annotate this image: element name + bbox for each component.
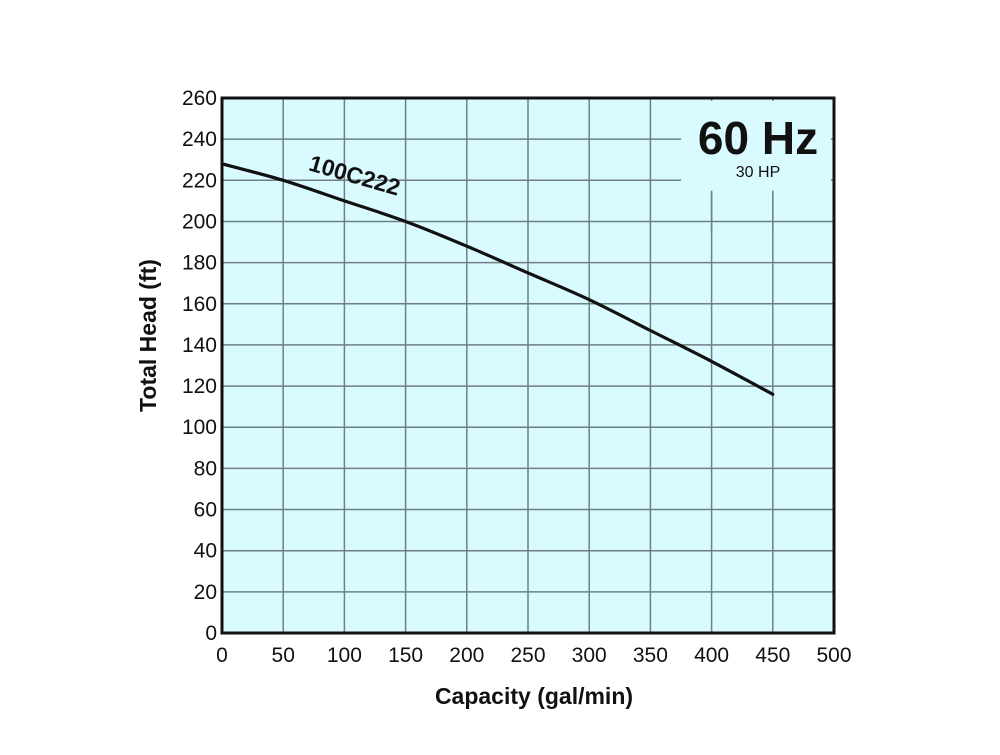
x-tick-label: 500 xyxy=(816,644,851,667)
y-tick-label: 0 xyxy=(205,622,217,645)
x-tick-label: 100 xyxy=(327,644,362,667)
x-tick-label: 450 xyxy=(755,644,790,667)
y-tick-label: 160 xyxy=(182,293,217,316)
x-tick-label: 350 xyxy=(633,644,668,667)
y-tick-label: 120 xyxy=(182,375,217,398)
x-tick-label: 400 xyxy=(694,644,729,667)
x-tick-label: 300 xyxy=(572,644,607,667)
y-tick-label: 20 xyxy=(194,581,217,604)
series-line-100c222 xyxy=(220,162,775,396)
x-axis-label: Capacity (gal/min) xyxy=(435,683,633,709)
chart-subtitle: 30 HP xyxy=(736,164,780,181)
y-tick-label: 140 xyxy=(182,334,217,357)
x-tick-label: 0 xyxy=(216,644,228,667)
x-tick-label: 250 xyxy=(510,644,545,667)
y-tick-label: 220 xyxy=(182,169,217,192)
x-tick-label: 200 xyxy=(449,644,484,667)
y-tick-label: 80 xyxy=(194,457,217,480)
y-tick-label: 60 xyxy=(194,499,217,522)
upper-grid-lines xyxy=(710,190,774,232)
y-tick-label: 200 xyxy=(182,210,217,233)
y-tick-label: 240 xyxy=(182,128,217,151)
chart-title: 60 Hz xyxy=(698,112,818,164)
y-axis-label: Total Head (ft) xyxy=(135,259,161,412)
y-tick-label: 180 xyxy=(182,252,217,275)
y-tick-label: 260 xyxy=(182,87,217,110)
y-tick-label: 40 xyxy=(194,540,217,563)
x-tick-label: 50 xyxy=(272,644,295,667)
title-box xyxy=(681,101,831,193)
y-tick-label: 100 xyxy=(182,416,217,439)
plot-frame xyxy=(220,96,836,635)
tick-labels: 0 50 100 150 200 250 300 350 400 450 500 0 20 40 60 80 1… xyxy=(182,87,852,667)
x-tick-label: 150 xyxy=(388,644,423,667)
